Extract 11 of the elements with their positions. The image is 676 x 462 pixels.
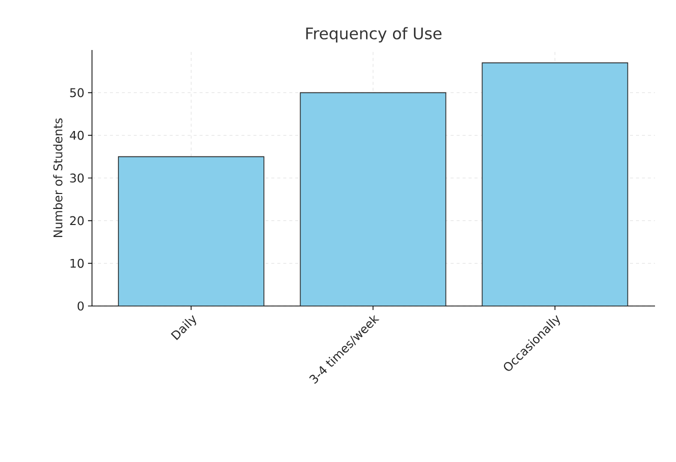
y-axis-title: Number of Students — [53, 118, 62, 238]
bar — [300, 92, 446, 306]
bar — [118, 156, 264, 306]
bar — [482, 62, 628, 306]
y-tick-label: 30 — [70, 173, 84, 183]
y-tick-label: 0 — [78, 301, 84, 311]
chart-title: Frequency of Use — [306, 27, 442, 43]
y-tick-label: 20 — [70, 216, 84, 226]
y-tick-label: 40 — [70, 130, 84, 140]
y-tick-label: 10 — [70, 258, 84, 268]
y-tick-label: 50 — [70, 88, 84, 98]
